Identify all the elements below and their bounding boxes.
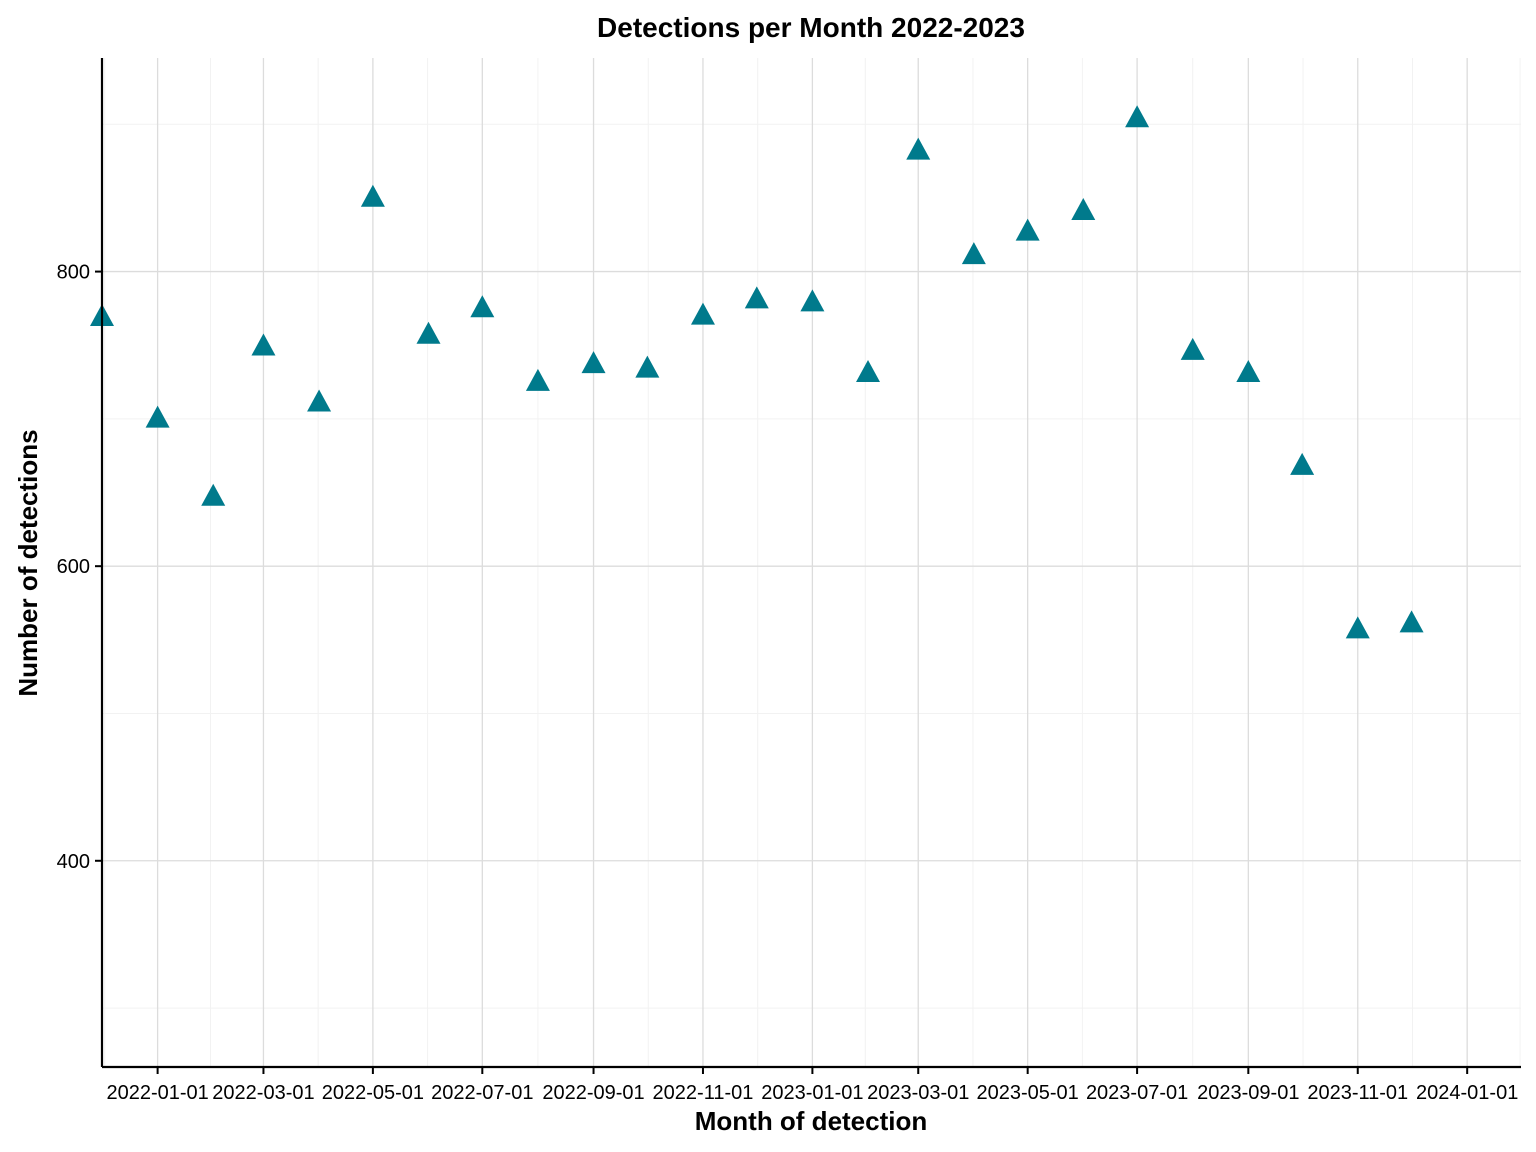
x-tick-label: 2023-03-01 bbox=[867, 1082, 969, 1104]
x-tick-label: 2022-11-01 bbox=[653, 1082, 754, 1104]
x-axis-title: Month of detection bbox=[695, 1106, 928, 1136]
chart-title: Detections per Month 2022-2023 bbox=[597, 12, 1025, 43]
grid bbox=[102, 58, 1521, 1067]
data-point-triangle bbox=[1071, 197, 1096, 220]
data-point-triangle bbox=[690, 302, 715, 325]
data-point-triangle bbox=[360, 184, 385, 207]
y-tick-label: 800 bbox=[57, 262, 90, 284]
y-tick-label: 600 bbox=[57, 556, 90, 578]
x-tick-label: 2022-01-01 bbox=[106, 1082, 208, 1104]
ticks: 2022-01-01 2022-03-01 2022-05-01 2022-07-01… bbox=[57, 262, 1519, 1104]
x-tick-label: 2023-11-01 bbox=[1307, 1082, 1408, 1104]
x-tick-label: 2022-03-01 bbox=[212, 1082, 314, 1104]
x-tick-label: 2024-01-01 bbox=[1416, 1082, 1518, 1104]
data-point-triangle bbox=[1015, 218, 1040, 241]
x-tick-label: 2023-09-01 bbox=[1197, 1082, 1299, 1104]
data-points bbox=[90, 105, 1424, 639]
data-point-triangle bbox=[470, 295, 495, 318]
data-point-triangle bbox=[525, 368, 550, 391]
data-point-triangle bbox=[800, 289, 825, 312]
data-point-triangle bbox=[1236, 360, 1261, 383]
data-point-triangle bbox=[961, 242, 986, 265]
data-point-triangle bbox=[307, 389, 332, 412]
axes bbox=[100, 58, 1521, 1069]
data-point-triangle bbox=[251, 333, 276, 356]
data-point-triangle bbox=[145, 405, 170, 428]
y-tick-label: 400 bbox=[57, 851, 90, 873]
x-tick-label: 2023-07-01 bbox=[1086, 1082, 1188, 1104]
x-tick-label: 2023-05-01 bbox=[977, 1082, 1079, 1104]
data-point-triangle bbox=[1125, 105, 1150, 128]
x-tick-label: 2022-05-01 bbox=[322, 1082, 424, 1104]
data-point-triangle bbox=[856, 360, 881, 383]
data-point-triangle bbox=[1345, 616, 1370, 639]
x-tick-label: 2022-07-01 bbox=[431, 1082, 533, 1104]
x-tick-label: 2023-01-01 bbox=[761, 1082, 863, 1104]
data-point-triangle bbox=[1180, 337, 1205, 360]
y-axis-title: Number of detections bbox=[13, 429, 43, 696]
data-point-triangle bbox=[1399, 610, 1424, 633]
data-point-triangle bbox=[416, 321, 441, 344]
data-point-triangle bbox=[1290, 452, 1315, 475]
x-tick-label: 2022-09-01 bbox=[542, 1082, 644, 1104]
data-point-triangle bbox=[635, 355, 660, 378]
data-point-triangle bbox=[744, 286, 769, 309]
data-point-triangle bbox=[581, 351, 606, 374]
data-point-triangle bbox=[201, 483, 226, 506]
data-point-triangle bbox=[906, 137, 931, 160]
